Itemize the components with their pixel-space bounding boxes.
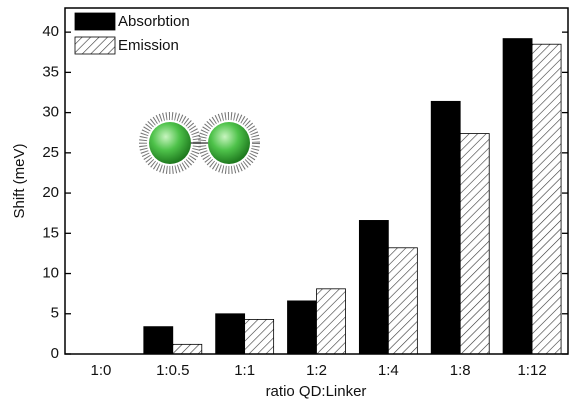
bar xyxy=(431,101,460,354)
y-tick-label: 0 xyxy=(51,345,59,362)
x-axis-title: ratio QD:Linker xyxy=(266,383,367,400)
bar xyxy=(245,319,274,354)
legend-label: Emission xyxy=(118,37,179,54)
bar xyxy=(388,248,417,354)
y-tick-label: 5 xyxy=(51,305,59,322)
bar xyxy=(216,314,245,354)
x-tick-label: 1:0 xyxy=(90,362,111,379)
x-tick-label: 1:1 xyxy=(234,362,255,379)
illustration xyxy=(143,116,256,170)
legend-label: Absorbtion xyxy=(118,13,190,30)
y-tick-label: 30 xyxy=(42,104,59,121)
bar xyxy=(144,327,173,354)
y-tick-label: 40 xyxy=(42,23,59,40)
y-tick-label: 35 xyxy=(42,63,59,80)
chart: ratio QD:Linker Shift (meV) 0 5 10 15 20 25 30… xyxy=(0,0,576,402)
bar xyxy=(503,39,532,354)
x-tick-label: 1:8 xyxy=(450,362,471,379)
x-tick-label: 1:4 xyxy=(378,362,399,379)
bar xyxy=(317,289,346,354)
bar xyxy=(532,44,561,354)
y-axis-title: Shift (meV) xyxy=(11,143,28,218)
legend-swatch xyxy=(75,37,115,54)
bar xyxy=(173,344,202,354)
y-tick-label: 25 xyxy=(42,144,59,161)
bar xyxy=(288,301,317,354)
y-tick-label: 15 xyxy=(42,224,59,241)
y-tick-label: 10 xyxy=(42,265,59,282)
x-tick-label: 1:2 xyxy=(306,362,327,379)
y-tick-label: 20 xyxy=(42,184,59,201)
bar xyxy=(359,220,388,354)
x-tick-label: 1:0.5 xyxy=(156,362,189,379)
bar xyxy=(460,134,489,354)
x-tick-label: 1:12 xyxy=(517,362,546,379)
legend-swatch xyxy=(75,13,115,30)
